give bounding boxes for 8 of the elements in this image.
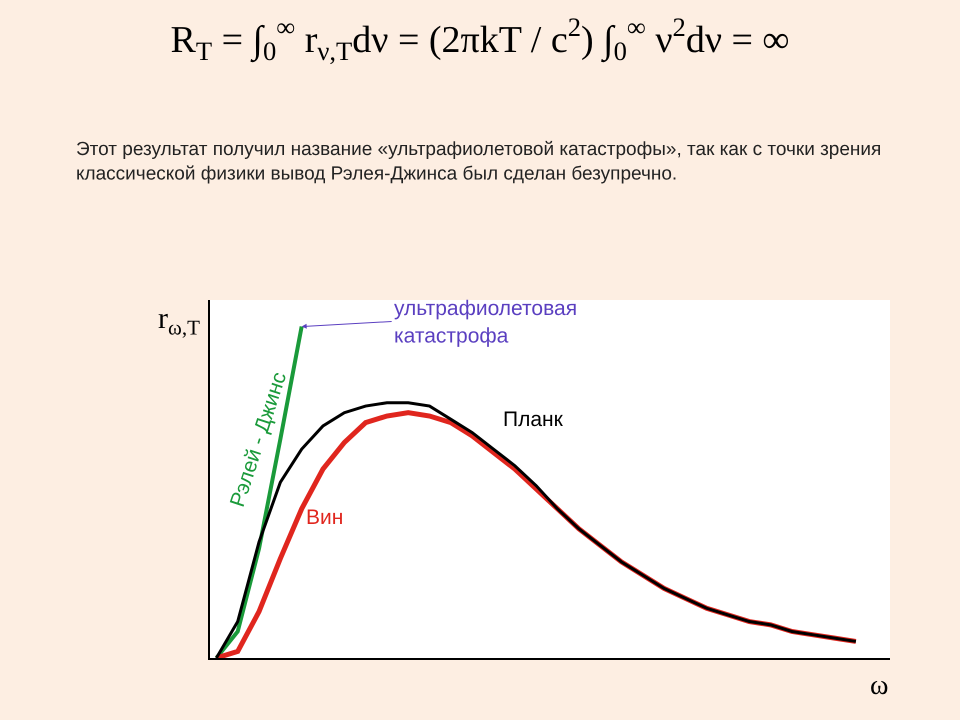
y-axis-title: r$_{ω,T}$ [158, 302, 200, 340]
series-label: Вин [306, 506, 344, 529]
annotation: ультрафиолетовая катастрофа [394, 297, 578, 348]
x-axis-title: ω [870, 670, 888, 701]
chart-subtitle: Этот результат получил название «ультрафиолетовой катастрофы», так как с точки зрения классической физики вывод Рэлея-Джинса был сделан безупречно. [76, 139, 882, 185]
text: Рэлей - Джинс [226, 369, 292, 510]
chart-title: R$_{T}$ = ∫$_{0}$$^{∞}$ r$_{ν,T}$dν = (2πkT / c$^{2}$) ∫$_{0}$$^{∞}$ ν$^{2}$dν = ∞ [170, 12, 790, 66]
series-label: Планк [503, 408, 564, 431]
